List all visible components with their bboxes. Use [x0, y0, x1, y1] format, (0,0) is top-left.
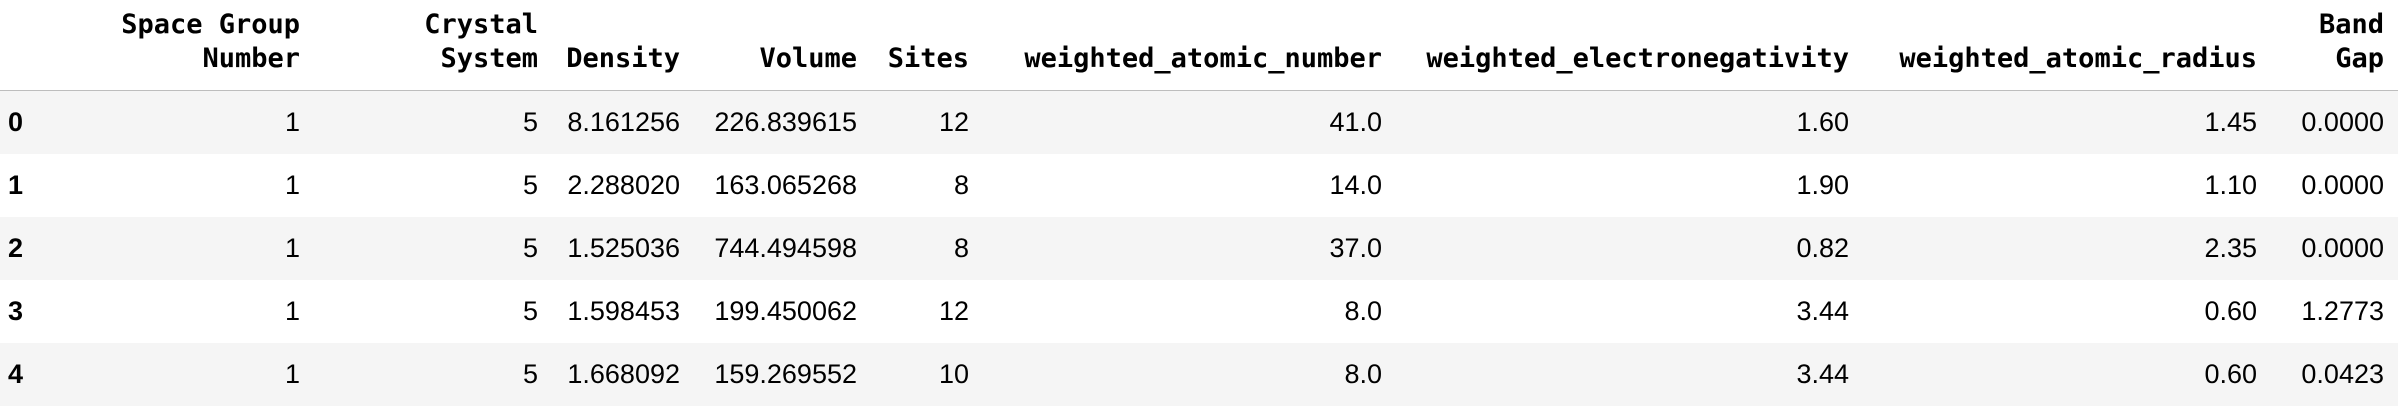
table-cell: 8.0 [1344, 358, 1382, 389]
column-header-weighted-atomic-number: weighted_atomic_number [983, 0, 1396, 91]
row-index: 4 [8, 358, 24, 389]
table-cell: 163.065268 [714, 169, 857, 200]
table-cell: 0.0000 [2301, 106, 2384, 137]
column-header-band-gap: Band Gap [2271, 0, 2398, 91]
table-cell: 8.0 [1344, 295, 1382, 326]
table-cell: 5 [522, 169, 538, 200]
table-cell: 1.668092 [567, 358, 680, 389]
table-cell: 8 [953, 232, 969, 263]
table-cell: 12 [938, 106, 969, 137]
table-cell: 1.90 [1796, 169, 1849, 200]
row-index: 0 [8, 106, 24, 137]
table-row: 0 1 5 8.161256 226.839615 12 41.0 1.60 1… [0, 90, 2398, 154]
table-cell: 1.2773 [2301, 295, 2384, 326]
table-cell: 5 [522, 358, 538, 389]
table-cell: 1.598453 [567, 295, 680, 326]
header-row: Space Group Number Crystal System Densit… [0, 0, 2398, 91]
table-cell: 5 [522, 295, 538, 326]
column-header-density: Density [552, 0, 694, 91]
row-index: 3 [8, 295, 24, 326]
table-cell: 5 [522, 106, 538, 137]
table-cell: 1.60 [1796, 106, 1849, 137]
table-row: 2 1 5 1.525036 744.494598 8 37.0 0.82 2.… [0, 216, 2398, 280]
table-cell: 3.44 [1796, 295, 1849, 326]
table-cell: 8 [953, 169, 969, 200]
table-cell: 0.60 [2204, 295, 2257, 326]
column-header-space-group-number: Space Group Number [70, 0, 314, 91]
table-cell: 0.0000 [2301, 169, 2384, 200]
table-cell: 0.0000 [2301, 232, 2384, 263]
table-cell: 1 [284, 169, 300, 200]
table-cell: 41.0 [1329, 106, 1382, 137]
table-cell: 2.35 [2204, 232, 2257, 263]
table-cell: 12 [938, 295, 969, 326]
table-cell: 8.161256 [567, 106, 680, 137]
table-row: 4 1 5 1.668092 159.269552 10 8.0 3.44 0.… [0, 342, 2398, 406]
column-header-weighted-atomic-radius: weighted_atomic_radius [1863, 0, 2271, 91]
column-header-volume: Volume [694, 0, 871, 91]
table-cell: 3.44 [1796, 358, 1849, 389]
table-cell: 159.269552 [714, 358, 857, 389]
table-cell: 226.839615 [714, 106, 857, 137]
column-header-weighted-electronegativity: weighted_electronegativity [1396, 0, 1863, 91]
table-row: 3 1 5 1.598453 199.450062 12 8.0 3.44 0.… [0, 279, 2398, 343]
column-header-crystal-system: Crystal System [314, 0, 552, 91]
table-cell: 0.0423 [2301, 358, 2384, 389]
table-cell: 0.82 [1796, 232, 1849, 263]
table-cell: 14.0 [1329, 169, 1382, 200]
table-cell: 10 [938, 358, 969, 389]
column-header-sites: Sites [871, 0, 983, 91]
table-row: 1 1 5 2.288020 163.065268 8 14.0 1.90 1.… [0, 153, 2398, 217]
table-cell: 1.45 [2204, 106, 2257, 137]
table-cell: 1.525036 [567, 232, 680, 263]
table-cell: 1 [284, 106, 300, 137]
table-cell: 37.0 [1329, 232, 1382, 263]
table-cell: 199.450062 [714, 295, 857, 326]
index-header [0, 0, 70, 91]
table-cell: 5 [522, 232, 538, 263]
table-cell: 1 [284, 295, 300, 326]
table-cell: 0.60 [2204, 358, 2257, 389]
table-cell: 744.494598 [714, 232, 857, 263]
table-cell: 1 [284, 358, 300, 389]
row-index: 1 [8, 169, 24, 200]
table-cell: 2.288020 [567, 169, 680, 200]
table-cell: 1 [284, 232, 300, 263]
row-index: 2 [8, 232, 24, 263]
table-cell: 1.10 [2204, 169, 2257, 200]
